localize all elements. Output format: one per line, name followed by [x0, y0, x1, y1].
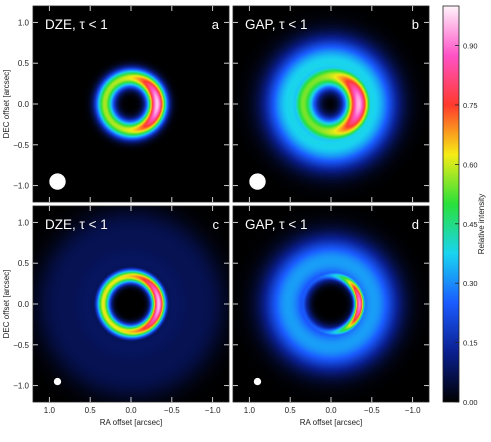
- panel-d: GAP, τ < 1 d: [232, 205, 430, 403]
- y-tick-label: 0.0: [18, 100, 30, 109]
- beam-ellipse: [253, 377, 262, 386]
- panel-c: DZE, τ < 1 c: [32, 205, 230, 403]
- y-axis-label: DEC offset [arcsec]: [2, 70, 11, 139]
- colorbar-tick-label: 0.45: [463, 220, 478, 229]
- x-tick-label: 0.5: [85, 406, 97, 415]
- beam-ellipse: [53, 377, 62, 386]
- x-tick-label: −1.0: [405, 406, 421, 415]
- panel-letter: d: [412, 217, 419, 232]
- x-tick-label: 1.0: [44, 406, 56, 415]
- x-tick-label: −0.5: [364, 406, 380, 415]
- beam-ellipse: [49, 173, 66, 190]
- x-tick-label: 0.0: [325, 406, 337, 415]
- panels-group: DZE, τ < 1 a GAP, τ < 1 b DZE, τ < 1 c GAP, τ …: [32, 5, 430, 403]
- panel-letter: b: [412, 17, 419, 32]
- y-axis-label: DEC offset [arcsec]: [2, 270, 11, 339]
- panel-letter: c: [213, 217, 220, 232]
- y-tick-label: −1.0: [13, 182, 29, 191]
- x-tick-label: −1.0: [205, 406, 221, 415]
- x-axis-label: RA offset [arcsec]: [100, 418, 163, 427]
- panel-title: GAP, τ < 1: [245, 17, 308, 32]
- y-tick-label: −0.5: [13, 341, 29, 350]
- colorbar-tick-label: 0.60: [463, 160, 478, 169]
- intensity-map: [233, 6, 429, 202]
- panel-a: DZE, τ < 1 a: [32, 5, 230, 203]
- y-tick-label: 0.0: [18, 300, 30, 309]
- y-tick-label: −0.5: [13, 141, 29, 150]
- x-tick-label: 0.5: [285, 406, 297, 415]
- colorbar: 0.00 0.15 0.30 0.45 0.60 0.75 0.90 Relative int…: [442, 5, 486, 407]
- panel-title: DZE, τ < 1: [45, 17, 108, 32]
- y-tick-label: 1.0: [18, 18, 30, 27]
- beam-ellipse: [249, 173, 266, 190]
- x-tick-label: −0.5: [164, 406, 180, 415]
- colorbar-label: Relative intensity: [477, 194, 486, 254]
- y-tick-label: 0.5: [18, 59, 30, 68]
- intensity-map: [33, 206, 229, 402]
- colorbar-tick-label: 0.90: [463, 42, 478, 51]
- panel-b: GAP, τ < 1 b: [232, 5, 430, 203]
- y-tick-label: 0.5: [18, 259, 30, 268]
- y-tick-label: 1.0: [18, 218, 30, 227]
- intensity-map: [33, 6, 229, 202]
- panel-letter: a: [212, 17, 220, 32]
- colorbar-tick-label: 0.00: [463, 398, 478, 407]
- colorbar-tick-label: 0.15: [463, 339, 478, 348]
- colorbar-tick-label: 0.75: [463, 101, 478, 110]
- y-tick-label: −1.0: [13, 382, 29, 391]
- panel-title: DZE, τ < 1: [45, 217, 108, 232]
- axes-group: −1.0 −0.5 0.0 0.5 1.0 DEC offset [arcsec] −1.0…: [2, 18, 421, 427]
- panel-title: GAP, τ < 1: [245, 217, 308, 232]
- x-tick-label: 0.0: [125, 406, 137, 415]
- x-tick-label: 1.0: [244, 406, 256, 415]
- x-axis-label: RA offset [arcsec]: [300, 418, 363, 427]
- intensity-map: [233, 206, 429, 402]
- colorbar-tick-label: 0.30: [463, 279, 478, 288]
